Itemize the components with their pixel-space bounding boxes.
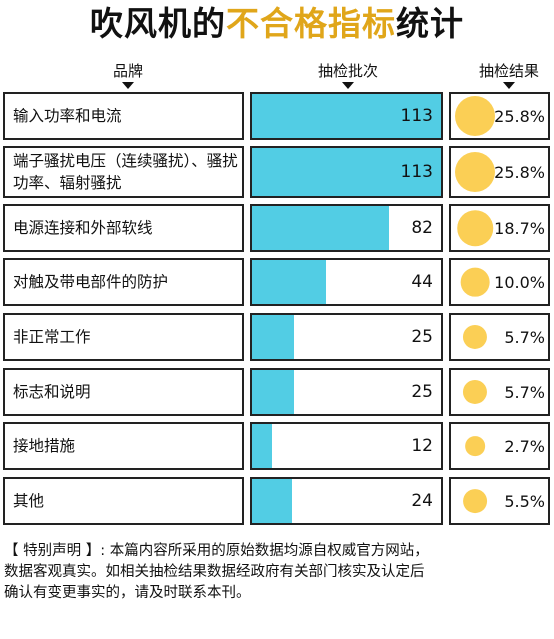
rate-value-label: 5.5% bbox=[504, 491, 545, 511]
count-bar bbox=[252, 315, 294, 359]
category-label: 接地措施 bbox=[3, 422, 244, 470]
count-cell: 24 bbox=[250, 477, 443, 525]
category-label: 对触及带电部件的防护 bbox=[3, 258, 244, 306]
count-bar bbox=[252, 148, 441, 196]
rate-value-label: 25.8% bbox=[494, 162, 545, 182]
header-count: 抽检批次 bbox=[303, 62, 393, 89]
disclaimer-note: 【 特别声明 】: 本篇内容所采用的原始数据均源自权威官方网站， 数据客观真实。… bbox=[4, 541, 552, 604]
count-cell: 25 bbox=[250, 313, 443, 361]
rate-dot bbox=[457, 210, 493, 246]
category-label: 其他 bbox=[3, 477, 244, 525]
count-cell: 113 bbox=[250, 146, 443, 198]
chart-row: 电源连接和外部软线 82 18.7% bbox=[0, 204, 554, 252]
rate-value-label: 25.8% bbox=[494, 106, 545, 126]
rate-cell: 10.0% bbox=[449, 258, 550, 306]
category-label: 标志和说明 bbox=[3, 368, 244, 416]
rate-value-label: 18.7% bbox=[494, 218, 545, 238]
count-value-label: 25 bbox=[411, 327, 433, 347]
chart-row: 输入功率和电流 113 25.8% bbox=[0, 92, 554, 140]
rate-cell: 2.7% bbox=[449, 422, 550, 470]
category-label: 电源连接和外部软线 bbox=[3, 204, 244, 252]
count-value-label: 24 bbox=[411, 491, 433, 511]
count-bar bbox=[252, 424, 272, 468]
count-cell: 82 bbox=[250, 204, 443, 252]
rate-value-label: 2.7% bbox=[504, 436, 545, 456]
rate-cell: 25.8% bbox=[449, 146, 550, 198]
header-item: 品牌 bbox=[103, 62, 153, 89]
rate-dot bbox=[455, 152, 495, 192]
count-value-label: 25 bbox=[411, 382, 433, 402]
count-bar bbox=[252, 370, 294, 414]
count-bar bbox=[252, 260, 326, 304]
count-value-label: 113 bbox=[400, 162, 433, 182]
count-cell: 113 bbox=[250, 92, 443, 140]
count-value-label: 82 bbox=[411, 218, 433, 238]
rate-dot bbox=[460, 267, 490, 297]
category-label: 端子骚扰电压（连续骚扰）、骚扰功率、辐射骚扰 bbox=[3, 146, 244, 198]
count-bar bbox=[252, 94, 441, 138]
count-cell: 44 bbox=[250, 258, 443, 306]
rate-dot bbox=[455, 96, 495, 136]
rate-cell: 5.7% bbox=[449, 368, 550, 416]
rate-value-label: 5.7% bbox=[504, 382, 545, 402]
note-line2: 数据客观真实。如相关抽检结果数据经政府有关部门核实及认定后 bbox=[4, 564, 425, 580]
category-label: 输入功率和电流 bbox=[3, 92, 244, 140]
chart-row: 标志和说明 25 5.7% bbox=[0, 368, 554, 416]
count-value-label: 113 bbox=[400, 106, 433, 126]
rate-dot bbox=[462, 379, 488, 405]
title-highlight: 不合格指标 bbox=[226, 4, 396, 43]
rate-cell: 18.7% bbox=[449, 204, 550, 252]
chart-row: 其他 24 5.5% bbox=[0, 477, 554, 525]
rate-cell: 5.5% bbox=[449, 477, 550, 525]
title-part2: 统计 bbox=[396, 4, 464, 43]
rate-dot bbox=[462, 324, 488, 350]
count-cell: 25 bbox=[250, 368, 443, 416]
rate-dot bbox=[463, 489, 487, 513]
rate-dot bbox=[465, 436, 485, 456]
count-cell: 12 bbox=[250, 422, 443, 470]
rate-value-label: 10.0% bbox=[494, 272, 545, 292]
count-bar bbox=[252, 206, 389, 250]
note-line1: 【 特别声明 】: 本篇内容所采用的原始数据均源自权威官方网站， bbox=[4, 543, 429, 559]
count-value-label: 44 bbox=[411, 272, 433, 292]
rate-value-label: 5.7% bbox=[504, 327, 545, 347]
chart-row: 端子骚扰电压（连续骚扰）、骚扰功率、辐射骚扰 113 25.8% bbox=[0, 146, 554, 198]
chart-title: 吹风机的不合格指标统计 bbox=[0, 4, 554, 44]
count-value-label: 12 bbox=[411, 436, 433, 456]
count-bar bbox=[252, 479, 292, 523]
rate-cell: 25.8% bbox=[449, 92, 550, 140]
chart-row: 接地措施 12 2.7% bbox=[0, 422, 554, 470]
chart-row: 对触及带电部件的防护 44 10.0% bbox=[0, 258, 554, 306]
note-line3: 确认有变更事实的，请及时联系本刊。 bbox=[4, 585, 251, 601]
title-part1: 吹风机的 bbox=[90, 4, 226, 43]
rate-cell: 5.7% bbox=[449, 313, 550, 361]
category-label: 非正常工作 bbox=[3, 313, 244, 361]
header-result: 抽检结果 bbox=[464, 62, 554, 89]
chart-row: 非正常工作 25 5.7% bbox=[0, 313, 554, 361]
